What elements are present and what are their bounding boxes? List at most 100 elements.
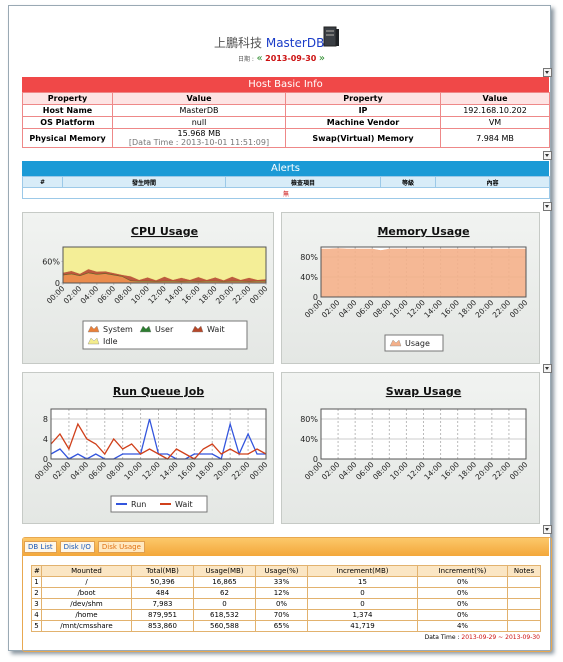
chart-title: CPU Usage xyxy=(131,225,198,238)
column-header: # xyxy=(22,176,63,188)
toggle[interactable] xyxy=(543,525,552,534)
cell: 0 xyxy=(307,598,418,610)
alerts-table: # 發生時間 檢查項目 等級 內容無 xyxy=(22,176,550,199)
x-tick-label: 04:00 xyxy=(79,284,101,306)
y-tick-label: 60% xyxy=(42,257,60,266)
tab-bar xyxy=(23,538,549,556)
frame xyxy=(8,5,551,651)
footer-from: 2013-09-29 xyxy=(461,634,497,641)
alerts-header: Alerts xyxy=(22,161,549,176)
cell: 0% xyxy=(417,576,508,588)
chart-title: Memory Usage xyxy=(377,225,469,238)
cell: 15 xyxy=(307,576,418,588)
x-tick-label: 18:00 xyxy=(457,298,479,320)
x-tick-label: 14:00 xyxy=(163,284,185,306)
column-header: Notes xyxy=(507,565,541,577)
legend-swatch xyxy=(87,325,100,333)
cell: 70% xyxy=(255,609,308,621)
cell: 0% xyxy=(255,598,308,610)
x-tick-label: 16:00 xyxy=(176,460,198,482)
cell xyxy=(507,587,541,599)
value: 192.168.10.202 xyxy=(440,104,550,117)
tabs: DB List Disk I/O Disk Usage xyxy=(24,541,148,553)
x-tick-label: 10:00 xyxy=(122,460,144,482)
host-name: MasterDB xyxy=(265,36,325,50)
area xyxy=(320,248,527,298)
cell: 3 xyxy=(31,598,42,610)
legend-label: Run xyxy=(131,500,146,509)
plot-border xyxy=(62,246,267,284)
x-tick-label: 00:00 xyxy=(508,460,530,482)
toggle[interactable] xyxy=(543,68,552,77)
column-header: Increment(MB) xyxy=(307,565,418,577)
x-tick-label: 00:00 xyxy=(508,298,530,320)
plot-border xyxy=(320,408,527,460)
row: 無 xyxy=(22,187,550,199)
x-tick-label: 20:00 xyxy=(212,460,234,482)
x-tick-label: 06:00 xyxy=(354,460,376,482)
x-tick-label: 22:00 xyxy=(230,460,252,482)
chart-panel: Memory Usage 0 40% 80% 00:00 02:00 04:00 06:00 0… xyxy=(281,212,540,364)
legend-swatch xyxy=(389,339,402,347)
y-tick-label: 8 xyxy=(43,415,48,424)
property: Swap(Virtual) Memory xyxy=(285,128,441,148)
title: 上鵬科技 MasterDB xyxy=(214,34,324,51)
toggle[interactable] xyxy=(543,202,552,211)
x-tick-label: 20:00 xyxy=(214,284,236,306)
column-header: 檢查項目 xyxy=(225,176,381,188)
cell: 560,588 xyxy=(193,620,256,632)
x-tick-label: 06:00 xyxy=(87,460,109,482)
chart-title: Run Queue Job xyxy=(113,385,204,398)
column-header: Property xyxy=(285,92,441,105)
next-date[interactable]: » xyxy=(318,53,325,64)
footer-to: 2013-09-30 xyxy=(505,634,540,641)
legend-label: User xyxy=(155,325,174,334)
y-tick-label: 40% xyxy=(300,435,318,444)
cell: 0 xyxy=(307,587,418,599)
cell: / xyxy=(41,576,132,588)
chart-panel: Run Queue Job 0 4 8 00:00 02:00 04:00 06:00 08:0… xyxy=(22,372,274,524)
cell xyxy=(507,598,541,610)
tab[interactable]: Disk I/O xyxy=(59,541,95,553)
cell: /dev/shm xyxy=(41,598,132,610)
company: 上鵬科技 xyxy=(214,36,263,50)
x-tick-label: 08:00 xyxy=(371,298,393,320)
tab[interactable]: DB List xyxy=(24,541,57,553)
prev-date[interactable]: « xyxy=(256,53,263,64)
empty-message: 無 xyxy=(22,187,550,199)
header-row: Property Value Property Value xyxy=(22,92,550,105)
chart: Run Queue Job04800:0002:0004:0006:0008:0… xyxy=(33,385,270,513)
x-tick-label: 00:00 xyxy=(33,460,55,482)
chart: CPU Usage060%00:0002:0004:0006:0008:0010… xyxy=(42,225,270,350)
data-time: [Data Time : 2013-10-01 11:51:09] xyxy=(128,138,270,147)
toggle[interactable] xyxy=(543,151,552,160)
x-tick-label: 18:00 xyxy=(457,460,479,482)
y-tick-label: 0 xyxy=(313,455,318,464)
line xyxy=(50,422,267,460)
x-tick-label: 18:00 xyxy=(194,460,216,482)
cell: 5 xyxy=(31,620,42,632)
cell: 12% xyxy=(255,587,308,599)
cell: 33% xyxy=(255,576,308,588)
x-tick-label: 10:00 xyxy=(129,284,151,306)
legend-swatch xyxy=(139,325,152,333)
x-tick-label: 00:00 xyxy=(45,284,67,306)
column-header: Increment(%) xyxy=(417,565,508,577)
y-tick-label: 0 xyxy=(43,455,48,464)
cell: 16,865 xyxy=(193,576,256,588)
row: Host Name MasterDB IP 192.168.10.202 xyxy=(22,104,550,117)
value: VM xyxy=(440,116,550,129)
x-tick-label: 16:00 xyxy=(439,460,461,482)
tab[interactable]: Disk Usage xyxy=(97,541,145,553)
value: 7.984 MB xyxy=(440,128,550,148)
host-info-header: Host Basic Info xyxy=(22,77,549,92)
column-header: Property xyxy=(22,92,113,105)
cell: 2 xyxy=(31,587,42,599)
x-tick-label: 12:00 xyxy=(146,284,168,306)
x-tick-label: 06:00 xyxy=(354,298,376,320)
column-header: 等級 xyxy=(380,176,436,188)
toggle[interactable] xyxy=(543,364,552,373)
x-tick-label: 08:00 xyxy=(371,460,393,482)
y-tick-label: 80% xyxy=(300,415,318,424)
